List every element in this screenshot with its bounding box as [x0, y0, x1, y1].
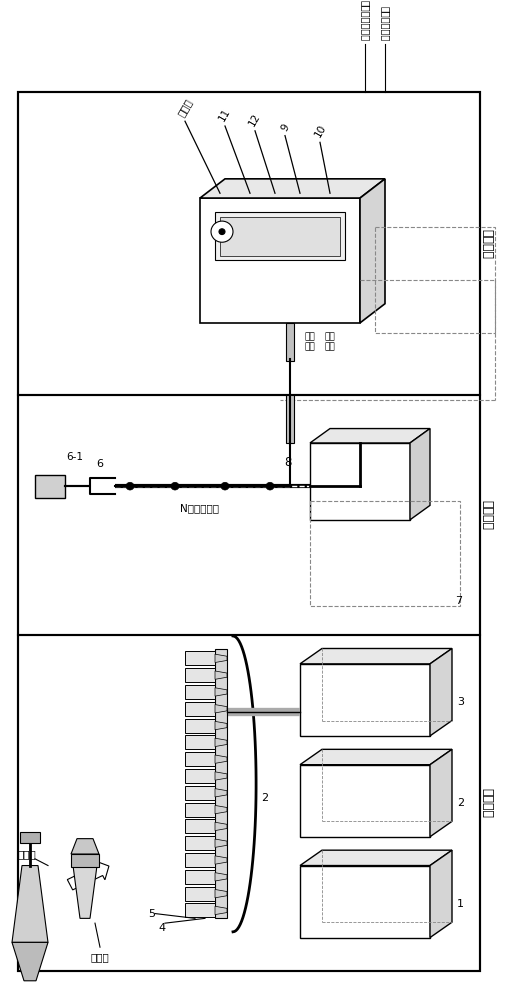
Bar [215, 212, 344, 260]
Bar [285, 323, 293, 361]
Polygon shape [409, 429, 429, 520]
Text: 10: 10 [312, 123, 327, 139]
Polygon shape [429, 850, 451, 938]
Polygon shape [310, 429, 429, 443]
Polygon shape [185, 853, 215, 867]
Bar [18, 635, 479, 971]
Bar [220, 217, 339, 256]
Text: 1: 1 [456, 899, 463, 909]
Bar [310, 501, 459, 606]
Bar [71, 854, 99, 867]
Polygon shape [185, 887, 215, 901]
Text: 进样系统: 进样系统 [480, 500, 492, 530]
Text: 3: 3 [456, 697, 463, 707]
Text: 2: 2 [456, 798, 463, 808]
Text: 输出检测电压: 输出检测电压 [379, 6, 389, 42]
Circle shape [171, 482, 179, 490]
Bar [20, 832, 40, 843]
Circle shape [126, 482, 134, 490]
Polygon shape [429, 648, 451, 736]
Polygon shape [215, 738, 227, 747]
Polygon shape [299, 866, 429, 938]
Bar [215, 649, 227, 918]
Text: 6: 6 [96, 459, 104, 469]
Text: 5: 5 [148, 909, 155, 919]
Polygon shape [185, 752, 215, 766]
Text: 发酵液: 发酵液 [18, 849, 37, 859]
Polygon shape [185, 668, 215, 682]
Polygon shape [299, 749, 451, 765]
Bar [18, 92, 479, 395]
Text: 7: 7 [454, 596, 461, 606]
Polygon shape [299, 850, 451, 866]
FancyArrow shape [67, 861, 109, 890]
Polygon shape [215, 755, 227, 763]
Polygon shape [215, 805, 227, 814]
Polygon shape [215, 856, 227, 864]
Bar [35, 475, 65, 498]
Polygon shape [359, 179, 384, 323]
Polygon shape [185, 685, 215, 699]
Polygon shape [215, 906, 227, 915]
Circle shape [266, 482, 274, 490]
Polygon shape [185, 702, 215, 716]
Bar [285, 395, 293, 443]
Text: 上样系统: 上样系统 [480, 788, 492, 818]
Polygon shape [185, 719, 215, 733]
Polygon shape [299, 664, 429, 736]
Polygon shape [429, 749, 451, 837]
Polygon shape [185, 769, 215, 783]
Polygon shape [215, 889, 227, 898]
Text: 6-1: 6-1 [66, 452, 83, 462]
Polygon shape [185, 819, 215, 833]
Text: 8: 8 [284, 456, 291, 469]
Polygon shape [185, 786, 215, 800]
Text: 11: 11 [217, 107, 232, 123]
Polygon shape [185, 735, 215, 749]
Text: 传感
器体: 传感 器体 [304, 332, 315, 352]
Polygon shape [185, 803, 215, 817]
Polygon shape [215, 839, 227, 847]
Circle shape [211, 221, 232, 242]
Text: 出气孔: 出气孔 [176, 97, 193, 118]
Polygon shape [185, 651, 215, 665]
Polygon shape [299, 765, 429, 837]
Text: N磁梯矿矿磁: N磁梯矿矿磁 [180, 503, 219, 513]
Circle shape [219, 229, 225, 235]
Bar [374, 227, 494, 333]
Polygon shape [215, 705, 227, 713]
Polygon shape [12, 866, 48, 942]
Polygon shape [12, 942, 48, 981]
Text: 传感
器柱: 传感 器柱 [324, 332, 335, 352]
Polygon shape [73, 866, 97, 918]
Polygon shape [185, 870, 215, 884]
Circle shape [221, 482, 229, 490]
Text: 4: 4 [158, 923, 165, 933]
Polygon shape [185, 836, 215, 850]
Text: 输出校正正电压: 输出校正正电压 [359, 0, 369, 42]
Polygon shape [299, 648, 451, 664]
Polygon shape [215, 873, 227, 881]
Polygon shape [199, 198, 359, 323]
Polygon shape [310, 443, 409, 520]
Polygon shape [185, 903, 215, 917]
Polygon shape [71, 839, 99, 854]
Text: 2: 2 [261, 793, 268, 803]
Polygon shape [215, 772, 227, 780]
Bar [18, 395, 479, 635]
Text: 9: 9 [278, 122, 290, 133]
Polygon shape [215, 789, 227, 797]
Polygon shape [215, 671, 227, 679]
Polygon shape [215, 721, 227, 730]
Polygon shape [215, 822, 227, 831]
Polygon shape [215, 654, 227, 663]
Polygon shape [199, 179, 384, 198]
Text: 传感系统: 传感系统 [480, 229, 492, 259]
Polygon shape [215, 688, 227, 696]
Text: 离心管: 离心管 [90, 952, 109, 962]
Text: 12: 12 [247, 111, 262, 128]
